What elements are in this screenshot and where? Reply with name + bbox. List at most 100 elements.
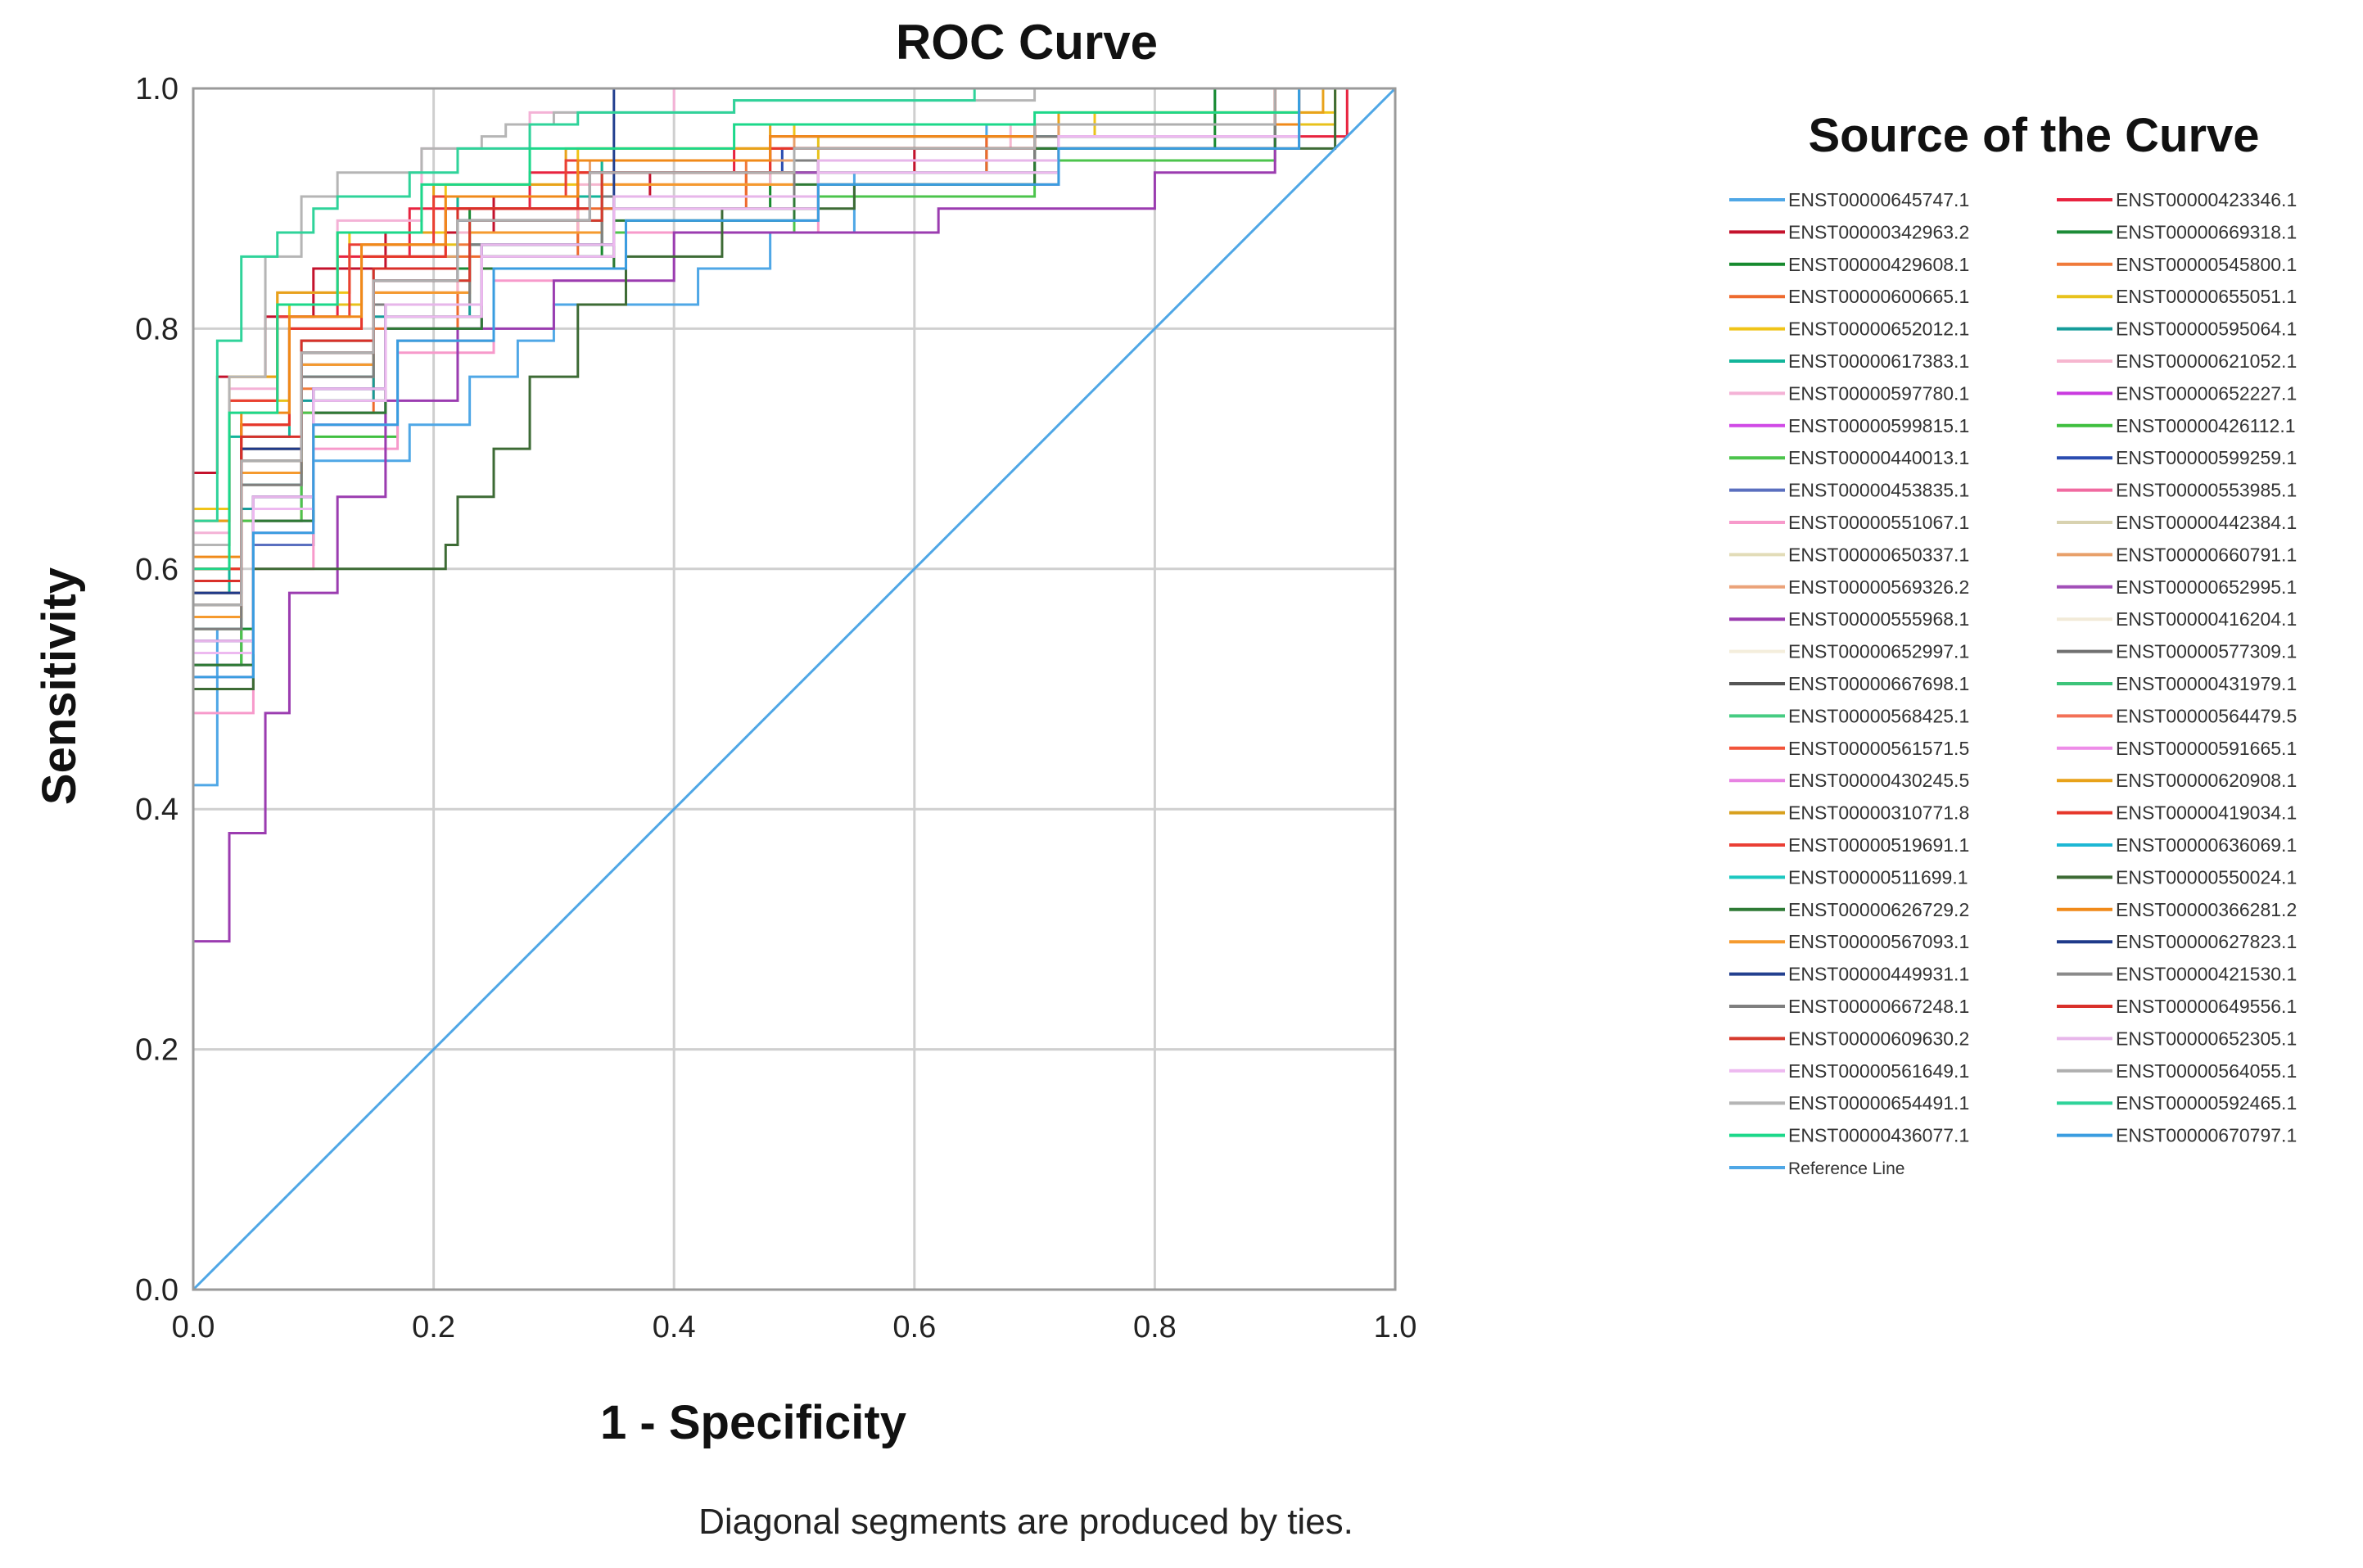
legend: ENST00000645747.1 ENST00000423346.1 ENST00… bbox=[1729, 189, 2297, 1178]
legend-label: ENST00000627823.1 bbox=[2116, 931, 2297, 952]
legend-label: ENST00000592465.1 bbox=[2116, 1092, 2297, 1114]
reference-line bbox=[192, 87, 1397, 1291]
x-tick-label: 0.8 bbox=[1133, 1310, 1177, 1344]
legend-label: ENST00000442384.1 bbox=[2116, 512, 2297, 533]
legend-item: ENST00000670797.1 bbox=[2057, 1125, 2297, 1146]
legend-label: ENST00000626729.2 bbox=[1788, 899, 1969, 920]
x-tick-label: 0.4 bbox=[653, 1310, 696, 1344]
legend-label: ENST00000423346.1 bbox=[2116, 189, 2297, 210]
roc-curve-ENST00000436077.1 bbox=[192, 87, 1395, 1290]
legend-label: ENST00000654491.1 bbox=[1788, 1092, 1969, 1114]
legend-item: ENST00000431979.1 bbox=[2057, 673, 2297, 694]
legend-item: ENST00000366281.2 bbox=[2057, 899, 2297, 920]
legend-label: ENST00000511699.1 bbox=[1788, 866, 1968, 888]
legend-label: ENST00000670797.1 bbox=[2116, 1125, 2297, 1146]
legend-label: ENST00000449931.1 bbox=[1788, 964, 1969, 985]
x-axis-title: 1 - Specificity bbox=[600, 1396, 906, 1449]
legend-item: ENST00000421530.1 bbox=[2057, 964, 2297, 985]
legend-label: ENST00000650337.1 bbox=[1788, 544, 1969, 565]
legend-label: ENST00000551067.1 bbox=[1788, 512, 1969, 533]
legend-label: ENST00000599259.1 bbox=[2116, 447, 2297, 468]
legend-item: ENST00000561649.1 bbox=[1729, 1060, 1969, 1082]
legend-label: ENST00000426112.1 bbox=[2116, 415, 2296, 436]
legend-label: ENST00000419034.1 bbox=[2116, 802, 2297, 824]
legend-item: ENST00000553985.1 bbox=[2057, 480, 2297, 501]
legend-label: ENST00000609630.2 bbox=[1788, 1028, 1969, 1049]
legend-item: ENST00000442384.1 bbox=[2057, 512, 2297, 533]
legend-item: ENST00000652997.1 bbox=[1729, 641, 1969, 662]
legend-label: ENST00000342963.2 bbox=[1788, 221, 1969, 242]
legend-label: ENST00000620908.1 bbox=[2116, 770, 2297, 791]
legend-item: ENST00000617383.1 bbox=[1729, 350, 1969, 372]
legend-label: ENST00000431979.1 bbox=[2116, 673, 2297, 694]
roc-curve-ENST00000564055.1 bbox=[192, 87, 1395, 1290]
legend-label: Reference Line bbox=[1788, 1159, 1904, 1178]
legend-label: ENST00000545800.1 bbox=[2116, 254, 2297, 275]
legend-item: ENST00000652305.1 bbox=[2057, 1028, 2297, 1049]
legend-label: ENST00000564055.1 bbox=[2116, 1060, 2297, 1082]
legend-item: ENST00000511699.1 bbox=[1729, 866, 1968, 888]
legend-label: ENST00000652227.1 bbox=[2116, 382, 2297, 404]
roc-curve-ENST00000555968.1 bbox=[192, 87, 1395, 1290]
legend-label: ENST00000652997.1 bbox=[1788, 641, 1969, 662]
legend-label: ENST00000636069.1 bbox=[2116, 834, 2297, 856]
legend-label: ENST00000652305.1 bbox=[2116, 1028, 2297, 1049]
legend-item: ENST00000595064.1 bbox=[2057, 319, 2297, 340]
legend-label: ENST00000655051.1 bbox=[2116, 286, 2297, 307]
legend-item: ENST00000568425.1 bbox=[1729, 705, 1969, 726]
legend-label: ENST00000652012.1 bbox=[1788, 319, 1969, 340]
legend-item: ENST00000649556.1 bbox=[2057, 996, 2297, 1017]
legend-item: ENST00000430245.5 bbox=[1729, 770, 1969, 791]
legend-label: ENST00000429608.1 bbox=[1788, 254, 1969, 275]
legend-label: ENST00000645747.1 bbox=[1788, 189, 1969, 210]
legend-label: ENST00000564479.5 bbox=[2116, 705, 2297, 726]
y-axis-ticks: 0.0 0.2 0.4 0.6 0.8 1.0 bbox=[135, 72, 178, 1308]
legend-label: ENST00000430245.5 bbox=[1788, 770, 1969, 791]
legend-label: ENST00000599815.1 bbox=[1788, 415, 1969, 436]
legend-label: ENST00000416204.1 bbox=[2116, 608, 2297, 630]
legend-label: ENST00000597780.1 bbox=[1788, 382, 1969, 404]
legend-label: ENST00000577309.1 bbox=[2116, 641, 2297, 662]
legend-label: ENST00000569326.2 bbox=[1788, 576, 1969, 598]
legend-label: ENST00000366281.2 bbox=[2116, 899, 2297, 920]
legend-label: ENST00000453835.1 bbox=[1788, 480, 1969, 501]
y-tick-label: 0.2 bbox=[135, 1033, 178, 1068]
legend-label: ENST00000600665.1 bbox=[1788, 286, 1969, 307]
legend-item: ENST00000620908.1 bbox=[2057, 770, 2297, 791]
legend-item: ENST00000667698.1 bbox=[1729, 673, 1969, 694]
legend-label: ENST00000567093.1 bbox=[1788, 931, 1969, 952]
roc-curve-ENST00000597780.1 bbox=[192, 87, 1395, 1290]
legend-item: ENST00000429608.1 bbox=[1729, 254, 1969, 275]
legend-item: ENST00000426112.1 bbox=[2057, 415, 2296, 436]
plot-frame bbox=[192, 87, 1397, 1291]
reference-line-layer bbox=[192, 87, 1397, 1291]
x-tick-label: 1.0 bbox=[1374, 1310, 1417, 1344]
legend-label: ENST00000649556.1 bbox=[2116, 996, 2297, 1017]
legend-item: ENST00000423346.1 bbox=[2057, 189, 2297, 210]
legend-item: ENST00000449931.1 bbox=[1729, 964, 1969, 985]
legend-label: ENST00000561571.5 bbox=[1788, 738, 1969, 759]
legend-item: ENST00000519691.1 bbox=[1729, 834, 1969, 856]
legend-item: ENST00000609630.2 bbox=[1729, 1028, 1969, 1049]
legend-item: ENST00000561571.5 bbox=[1729, 738, 1969, 759]
legend-label: ENST00000550024.1 bbox=[2116, 866, 2297, 888]
legend-item: ENST00000551067.1 bbox=[1729, 512, 1969, 533]
legend-item: ENST00000555968.1 bbox=[1729, 608, 1969, 630]
x-tick-label: 0.6 bbox=[892, 1310, 936, 1344]
curves-layer bbox=[192, 87, 1395, 1290]
y-tick-label: 0.6 bbox=[135, 553, 178, 587]
x-tick-label: 0.2 bbox=[412, 1310, 455, 1344]
legend-item: ENST00000567093.1 bbox=[1729, 931, 1969, 952]
legend-label: ENST00000621052.1 bbox=[2116, 350, 2297, 372]
legend-label: ENST00000595064.1 bbox=[2116, 319, 2297, 340]
legend-item: ENST00000655051.1 bbox=[2057, 286, 2297, 307]
x-axis-ticks: 0.0 0.2 0.4 0.6 0.8 1.0 bbox=[172, 1310, 1417, 1344]
legend-item: ENST00000564479.5 bbox=[2057, 705, 2297, 726]
legend-label: ENST00000591665.1 bbox=[2116, 738, 2297, 759]
legend-item: ENST00000636069.1 bbox=[2057, 834, 2297, 856]
legend-label: ENST00000669318.1 bbox=[2116, 221, 2297, 242]
legend-item: ENST00000660791.1 bbox=[2057, 544, 2297, 565]
legend-item: ENST00000645747.1 bbox=[1729, 189, 1969, 210]
legend-label: ENST00000660791.1 bbox=[2116, 544, 2297, 565]
